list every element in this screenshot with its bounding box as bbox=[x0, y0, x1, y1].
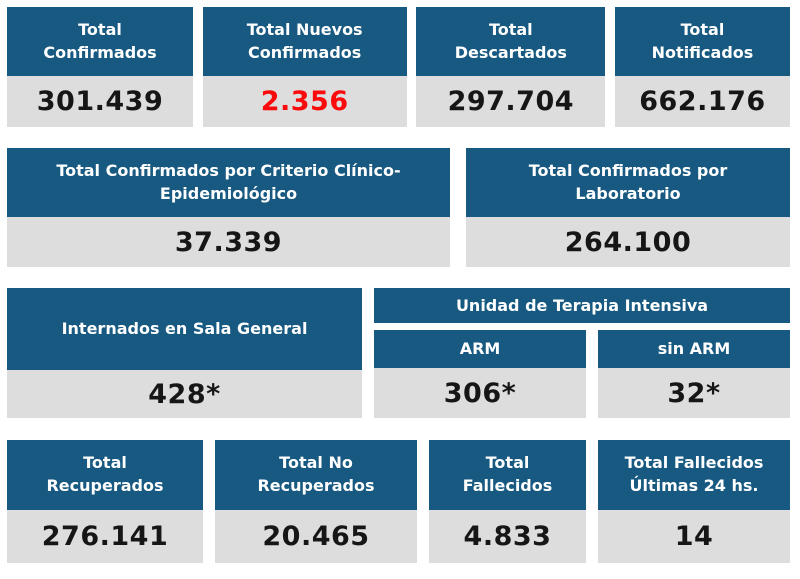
card-total-confirmados: Total Confirmados 301.439 bbox=[7, 7, 193, 127]
hospitalization-row: Internados en Sala General 428* Unidad d… bbox=[7, 288, 790, 418]
card-confirmados-laboratorio: Total Confirmados por Laboratorio 264.10… bbox=[466, 148, 790, 267]
card-label: sin ARM bbox=[657, 338, 731, 358]
card-body: 301.439 bbox=[7, 76, 193, 127]
confirmation-criteria-row: Total Confirmados por Criterio Clínico-E… bbox=[7, 148, 790, 267]
card-label: ARM bbox=[459, 338, 501, 358]
card-body: 306* bbox=[374, 368, 586, 418]
card-total-notificados: Total Notificados 662.176 bbox=[614, 7, 790, 127]
card-label: Total Confirmados por Laboratorio bbox=[528, 160, 728, 203]
card-header: ARM bbox=[374, 330, 586, 368]
card-label: Total Notificados bbox=[651, 19, 754, 62]
card-label: Total Recuperados bbox=[46, 453, 164, 495]
card-total-descartados: Total Descartados 297.704 bbox=[416, 7, 606, 127]
uti-section: Unidad de Terapia Intensiva ARM 306* sin… bbox=[374, 288, 790, 418]
card-value: 4.833 bbox=[463, 521, 552, 552]
card-header: Total Confirmados por Criterio Clínico-E… bbox=[7, 148, 450, 217]
card-total-recuperados: Total Recuperados 276.141 bbox=[7, 440, 203, 563]
card-body: 264.100 bbox=[466, 217, 790, 267]
card-total-no-recuperados: Total No Recuperados 20.465 bbox=[215, 440, 417, 563]
card-confirmados-criterio-clinico: Total Confirmados por Criterio Clínico-E… bbox=[7, 148, 450, 267]
card-header: Total Confirmados por Laboratorio bbox=[466, 148, 790, 217]
card-body: 20.465 bbox=[215, 510, 417, 563]
card-value: 32* bbox=[667, 377, 721, 409]
card-value: 306* bbox=[443, 377, 517, 409]
card-value: 14 bbox=[674, 521, 714, 552]
card-value: 662.176 bbox=[639, 86, 766, 117]
card-header: Total Fallecidos Últimas 24 hs. bbox=[598, 440, 790, 510]
card-header: Total Descartados bbox=[416, 7, 606, 76]
card-value-highlighted: 2.356 bbox=[260, 86, 349, 117]
card-body: 297.704 bbox=[416, 76, 606, 127]
summary-row: Total Confirmados 301.439 Total Nuevos C… bbox=[7, 7, 790, 127]
card-label: Internados en Sala General bbox=[61, 318, 308, 338]
card-total-nuevos-confirmados: Total Nuevos Confirmados 2.356 bbox=[202, 7, 407, 127]
card-header: Total Fallecidos bbox=[429, 440, 586, 510]
card-body: 276.141 bbox=[7, 510, 203, 563]
uti-section-label: Unidad de Terapia Intensiva bbox=[455, 296, 709, 315]
card-body: 662.176 bbox=[614, 76, 790, 127]
card-header: Total No Recuperados bbox=[215, 440, 417, 510]
card-label: Total Confirmados bbox=[43, 19, 157, 62]
card-value: 276.141 bbox=[41, 521, 169, 552]
card-header: sin ARM bbox=[598, 330, 790, 368]
card-body: 14 bbox=[598, 510, 790, 563]
card-header: Total Nuevos Confirmados bbox=[202, 7, 407, 76]
card-uti-arm: ARM 306* bbox=[374, 330, 586, 418]
card-header: Internados en Sala General bbox=[7, 288, 362, 370]
card-header: Total Confirmados bbox=[7, 7, 193, 76]
card-header: Total Recuperados bbox=[7, 440, 203, 510]
card-body: 4.833 bbox=[429, 510, 586, 563]
card-body: 2.356 bbox=[202, 76, 407, 127]
card-value: 428* bbox=[148, 378, 221, 410]
card-label: Total Nuevos Confirmados bbox=[246, 19, 363, 62]
card-body: 37.339 bbox=[7, 217, 450, 267]
card-label: Total Fallecidos Últimas 24 hs. bbox=[624, 453, 764, 495]
card-label: Total No Recuperados bbox=[257, 453, 375, 495]
card-label: Total Descartados bbox=[454, 19, 567, 62]
card-body: 428* bbox=[7, 370, 362, 418]
card-label: Total Confirmados por Criterio Clínico-E… bbox=[56, 160, 401, 203]
card-fallecidos-24hs: Total Fallecidos Últimas 24 hs. 14 bbox=[598, 440, 790, 563]
card-body: 32* bbox=[598, 368, 790, 418]
card-value: 264.100 bbox=[564, 226, 692, 258]
uti-section-header: Unidad de Terapia Intensiva bbox=[374, 288, 790, 323]
card-internados-sala-general: Internados en Sala General 428* bbox=[7, 288, 362, 418]
card-header: Total Notificados bbox=[614, 7, 790, 76]
card-value: 297.704 bbox=[447, 86, 575, 117]
uti-subcards: ARM 306* sin ARM 32* bbox=[374, 330, 790, 418]
card-uti-sin-arm: sin ARM 32* bbox=[598, 330, 790, 418]
card-total-fallecidos: Total Fallecidos 4.833 bbox=[429, 440, 586, 563]
card-label: Total Fallecidos bbox=[462, 453, 553, 495]
card-value: 301.439 bbox=[36, 86, 164, 117]
card-value: 37.339 bbox=[174, 226, 283, 258]
outcomes-row: Total Recuperados 276.141 Total No Recup… bbox=[7, 440, 790, 563]
card-value: 20.465 bbox=[262, 521, 370, 552]
